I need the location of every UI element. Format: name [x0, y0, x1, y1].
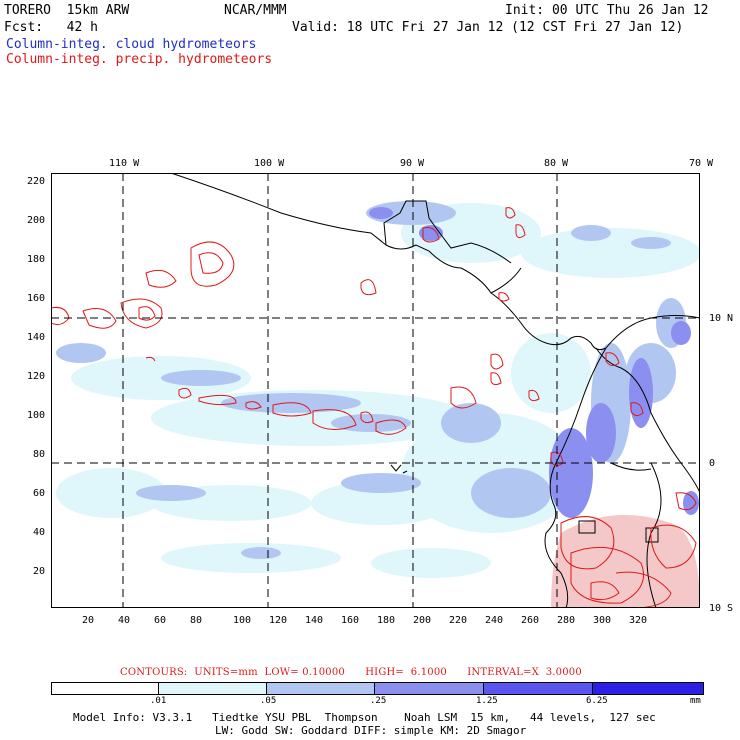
- colorbar-units: mm: [690, 696, 701, 706]
- y-tick-label: 100: [27, 410, 46, 421]
- colorbar-segment: [484, 683, 593, 694]
- colorbar-label: 6.25: [586, 696, 608, 706]
- x-tick-label: 140: [305, 615, 324, 626]
- y-tick-label: 200: [27, 215, 46, 226]
- x-tick-label: 120: [269, 615, 288, 626]
- colorbar-label: 1.25: [476, 696, 498, 706]
- lon-label-80w: 80 W: [544, 158, 569, 169]
- lat-lon-grid: [51, 173, 700, 608]
- y-tick-label: 40: [33, 527, 46, 538]
- y-tick-label: 60: [33, 488, 46, 499]
- x-tick-label: 40: [118, 615, 131, 626]
- cloud-field-label: Column-integ. cloud hydrometeors: [6, 37, 257, 52]
- x-tick-label: 20: [82, 615, 95, 626]
- x-tick-label: 320: [629, 615, 648, 626]
- x-tick-label: 280: [557, 615, 576, 626]
- colorbar-segment: [375, 683, 484, 694]
- init-time: Init: 00 UTC Thu 26 Jan 12: [505, 3, 709, 18]
- x-tick-label: 240: [485, 615, 504, 626]
- colorbar-segment: [593, 683, 703, 694]
- lat-label-0: 0: [709, 458, 716, 469]
- colorbar: [51, 682, 704, 695]
- lon-label-70w: 70 W: [689, 158, 714, 169]
- colorbar-label: .05: [260, 696, 277, 706]
- y-tick-label: 180: [27, 254, 46, 265]
- lon-label-90w: 90 W: [400, 158, 425, 169]
- physics-info: LW: Godd SW: Goddard DIFF: simple KM: 2D…: [215, 724, 527, 737]
- colorbar-label: .01: [150, 696, 167, 706]
- y-tick-label: 80: [33, 449, 46, 460]
- lon-label-100w: 100 W: [254, 158, 285, 169]
- y-tick-label: 140: [27, 332, 46, 343]
- x-tick-label: 160: [341, 615, 360, 626]
- x-tick-label: 200: [413, 615, 432, 626]
- precip-contours: [51, 207, 697, 608]
- x-tick-label: 60: [154, 615, 167, 626]
- x-tick-label: 220: [449, 615, 468, 626]
- x-tick-label: 300: [593, 615, 612, 626]
- precip-zone-south: [551, 515, 700, 608]
- y-tick-label: 20: [33, 566, 46, 577]
- model-info: Model Info: V3.3.1 Tiedtke YSU PBL Thomp…: [73, 711, 656, 724]
- y-tick-label: 120: [27, 371, 46, 382]
- lon-label-110w: 110 W: [109, 158, 140, 169]
- organization-label: NCAR/MMM: [224, 3, 287, 18]
- coastlines: [170, 173, 700, 608]
- colorbar-label: .25: [370, 696, 387, 706]
- lat-label-10n: 10 N: [709, 313, 734, 324]
- colorbar-segment: [267, 683, 375, 694]
- y-tick-label: 220: [27, 176, 46, 187]
- contour-info: CONTOURS: UNITS=mm LOW= 0.10000 HIGH= 6.…: [120, 667, 582, 678]
- model-title: TORERO 15km ARW: [4, 3, 130, 18]
- precip-field-label: Column-integ. precip. hydrometeors: [6, 52, 273, 67]
- x-tick-label: 180: [377, 615, 396, 626]
- cloud-field-dark: [369, 207, 699, 518]
- valid-time: Valid: 18 UTC Fri 27 Jan 12 (12 CST Fri …: [292, 20, 684, 35]
- cloud-field-mid: [56, 201, 686, 559]
- forecast-map: [51, 173, 700, 608]
- colorbar-segment: [159, 683, 267, 694]
- forecast-hour: Fcst: 42 h: [4, 20, 98, 35]
- lat-label-10s: 10 S: [709, 603, 734, 614]
- colorbar-segment: [52, 683, 159, 694]
- x-tick-label: 260: [521, 615, 540, 626]
- x-tick-label: 80: [190, 615, 203, 626]
- x-tick-label: 100: [233, 615, 252, 626]
- y-tick-label: 160: [27, 293, 46, 304]
